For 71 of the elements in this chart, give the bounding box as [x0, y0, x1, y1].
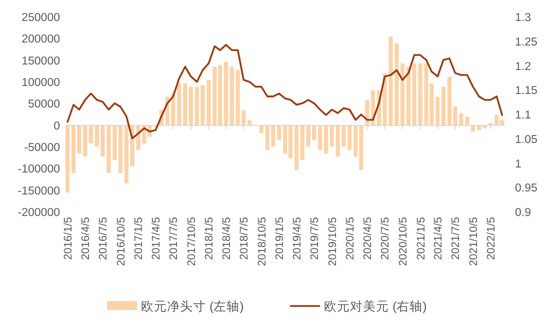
- x-tick-label: 2017/7/5: [168, 217, 180, 260]
- y2-tick-label: 0.95: [515, 182, 538, 195]
- bar: [436, 96, 440, 126]
- x-tick-label: 2016/4/5: [80, 217, 92, 260]
- bar: [400, 63, 405, 126]
- x-tick-label: 2021/10/5: [468, 217, 480, 266]
- x-tick-label: 2018/4/5: [221, 217, 234, 260]
- bar: [465, 116, 470, 126]
- y2-tick-label: 1: [515, 158, 522, 170]
- bar: [324, 125, 328, 154]
- bar: [88, 125, 93, 144]
- bar: [459, 113, 464, 126]
- x-tick-label: 2019/10/5: [326, 217, 339, 266]
- x-tick-label: 2018/10/5: [256, 217, 268, 266]
- bar: [224, 62, 228, 126]
- y2-tick-label: 1.2: [515, 60, 531, 73]
- x-tick-label: 2019/1/5: [274, 217, 286, 260]
- x-tick-label: 2018/1/5: [204, 217, 216, 260]
- legend-label: 欧元净头寸 (左轴): [141, 300, 244, 314]
- bar: [248, 120, 252, 126]
- y-tick-label: -150000: [18, 185, 60, 198]
- x-tick-label: 2016/10/5: [115, 217, 128, 266]
- x-tick-label: 2018/7/5: [238, 217, 251, 260]
- x-tick-label: 2020/7/5: [380, 217, 392, 260]
- x-tick-label: 2020/10/5: [397, 217, 410, 266]
- y-tick-label: -100000: [18, 164, 60, 176]
- legend-item: 欧元对美元 (右轴): [290, 300, 427, 314]
- bar: [230, 66, 234, 126]
- x-tick-label: 2019/7/5: [309, 217, 322, 260]
- bar: [106, 125, 111, 173]
- y-tick-label: 200000: [22, 34, 60, 46]
- x-tick-label: 2021/4/5: [432, 217, 445, 260]
- y-tick-label: 150000: [22, 55, 60, 68]
- bar: [65, 125, 70, 192]
- legend-item: 欧元净头寸 (左轴): [107, 300, 244, 314]
- y2-tick-label: 1.05: [515, 134, 538, 146]
- x-tick-label: 2022/1/5: [486, 217, 498, 260]
- bar: [183, 83, 188, 126]
- bar: [177, 83, 182, 126]
- bar: [112, 125, 117, 160]
- x-tick-label: 2019/4/5: [292, 217, 304, 260]
- x-tick-label: 2021/1/5: [415, 217, 428, 260]
- x-tick-label: 2020/1/5: [344, 217, 357, 260]
- x-tick-label: 2021/7/5: [450, 217, 462, 260]
- x-tick-label: 2016/7/5: [98, 217, 110, 260]
- bar: [318, 125, 322, 150]
- bar: [188, 86, 193, 126]
- bar: [330, 125, 334, 147]
- y-tick-label: -50000: [24, 142, 60, 154]
- y-tick-label: -200000: [18, 207, 60, 219]
- x-tick-label: 2017/4/5: [150, 217, 163, 260]
- bar: [83, 125, 88, 157]
- y-tick-label: 0: [54, 120, 60, 132]
- y2-tick-label: 1.1: [515, 110, 531, 122]
- y-tick-label: 50000: [28, 98, 60, 111]
- y2-tick-label: 0.9: [515, 207, 531, 219]
- y-tick-label: 250000: [22, 12, 60, 24]
- y2-tick-label: 1.15: [515, 85, 538, 98]
- bar: [118, 125, 122, 173]
- y2-tick-label: 1.3: [515, 12, 531, 24]
- line-series: [66, 44, 503, 140]
- y-tick-label: 100000: [22, 77, 60, 89]
- legend-label: 欧元对美元 (右轴): [324, 298, 427, 314]
- x-tick-label: 2017/10/5: [186, 217, 198, 266]
- bar: [206, 80, 211, 126]
- bar: [348, 125, 352, 150]
- bar: [441, 86, 446, 126]
- x-tick-label: 2017/1/5: [133, 217, 146, 260]
- x-tick-label: 2020/4/5: [362, 217, 374, 260]
- x-tick-label: 2016/1/5: [62, 217, 75, 260]
- y2-tick-label: 1.25: [515, 36, 538, 48]
